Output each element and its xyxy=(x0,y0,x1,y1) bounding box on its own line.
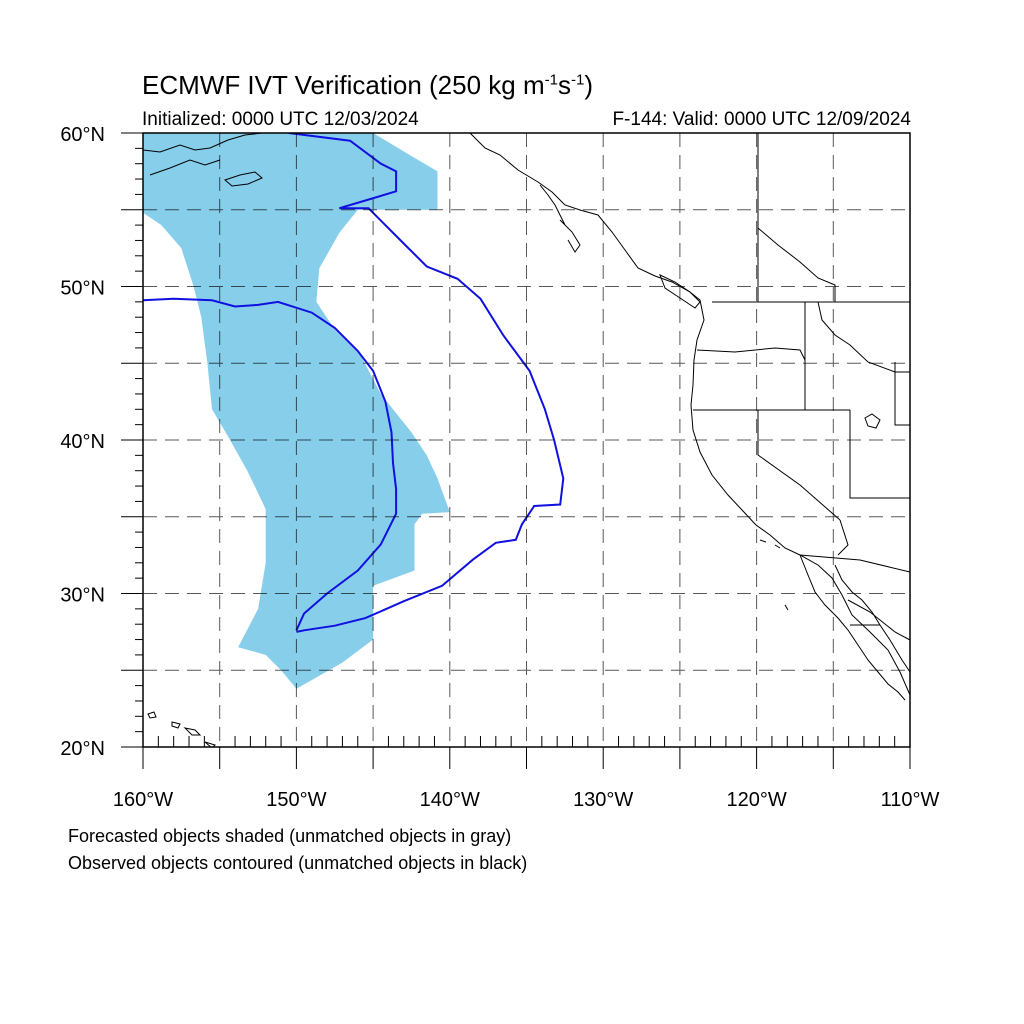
island-hawaii-1 xyxy=(147,711,157,719)
longitude-label: 110°W xyxy=(881,789,940,811)
island-hawaii-2 xyxy=(171,721,181,729)
coastline-alaska xyxy=(143,133,263,153)
coastline-alaska-2 xyxy=(149,159,221,176)
latitude-labels: 60°N 50°N 40°N 30°N 20°N xyxy=(60,124,105,760)
longitude-labels: 160°W 150°W 140°W 130°W 120°W 110°W xyxy=(113,789,940,811)
caption-observed: Observed objects contoured (unmatched ob… xyxy=(68,853,528,873)
initialized-time: Initialized: 0000 UTC 12/03/2024 xyxy=(142,109,419,130)
longitude-label: 160°W xyxy=(113,789,173,811)
title-exponent-1: -1 xyxy=(544,71,558,89)
latitude-label: 60°N xyxy=(60,124,105,146)
valid-time: F-144: Valid: 0000 UTC 12/09/2024 xyxy=(612,109,911,130)
latitude-label: 30°N xyxy=(60,585,105,607)
border-id-mt xyxy=(817,301,910,373)
map-gridlines xyxy=(143,133,910,747)
latitude-label: 20°N xyxy=(60,738,105,760)
island-kodiak xyxy=(224,171,263,187)
observed-ivt-contour-east xyxy=(288,133,565,633)
map-tick-marks xyxy=(121,132,911,769)
latitude-label: 40°N xyxy=(60,431,105,453)
observed-ivt-contour-west xyxy=(143,297,398,631)
island-hawaii-3 xyxy=(183,727,202,736)
longitude-label: 120°W xyxy=(726,789,786,811)
border-id-nv-ut xyxy=(849,410,910,499)
coastline-layer xyxy=(143,133,910,747)
border-wy xyxy=(894,362,910,426)
coastline-north-america xyxy=(469,133,910,696)
great-salt-lake xyxy=(864,413,881,429)
title-mid: s xyxy=(557,70,571,100)
longitude-label: 140°W xyxy=(420,789,480,811)
latitude-label: 50°N xyxy=(60,278,105,300)
islands-se-alaska xyxy=(539,184,581,253)
title-end: ) xyxy=(584,70,593,100)
longitude-label: 150°W xyxy=(266,789,326,811)
border-alberta-bc xyxy=(757,227,836,302)
border-wa-or xyxy=(696,347,806,361)
coastline-gulf xyxy=(834,564,910,673)
title-exponent-2: -1 xyxy=(570,71,585,89)
channel-islands xyxy=(759,539,789,611)
political-boundaries xyxy=(693,133,910,641)
title-main: ECMWF IVT Verification (250 kg m xyxy=(142,70,545,100)
border-us-mexico xyxy=(799,554,910,573)
longitude-label: 130°W xyxy=(573,789,633,811)
island-vancouver xyxy=(659,274,701,309)
chart-title: ECMWF IVT Verification (250 kg m-1s-1) xyxy=(142,70,593,101)
caption-forecast: Forecasted objects shaded (unmatched obj… xyxy=(68,826,512,846)
border-ca-nv xyxy=(757,410,841,521)
coastline-baja xyxy=(799,554,906,701)
border-mexico-states xyxy=(847,599,910,641)
border-az-ca xyxy=(837,519,849,556)
